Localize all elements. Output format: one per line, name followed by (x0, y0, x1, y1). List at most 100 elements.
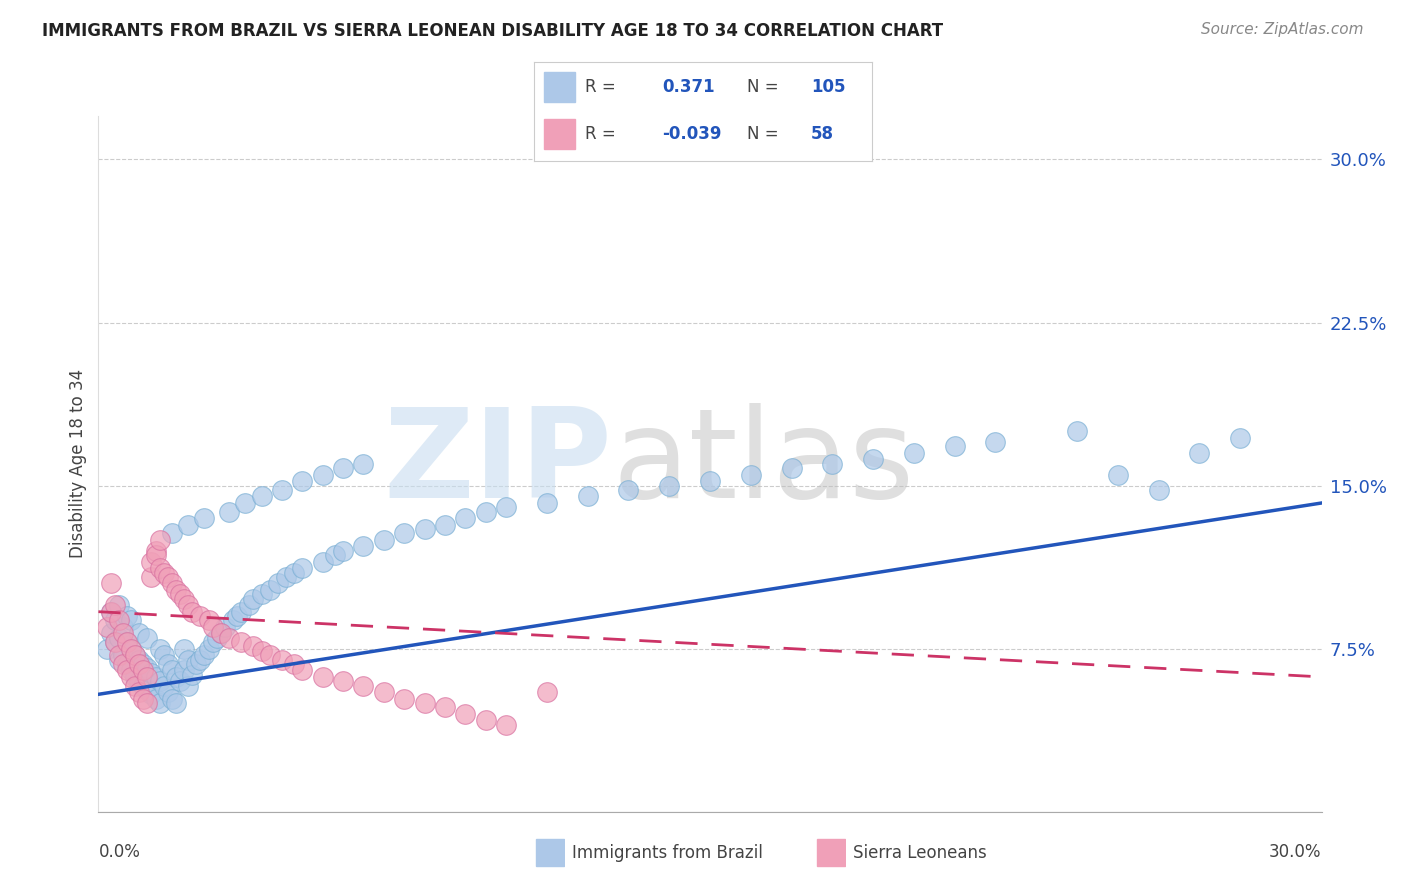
Point (352, 540, 374, 554)
Point (141, 570, 163, 584)
Point (291, 664, 314, 678)
Point (120, 641, 142, 656)
Point (943, 440, 966, 454)
Point (120, 614, 142, 628)
Point (149, 696, 172, 710)
Point (120, 670, 142, 684)
Point (132, 679, 155, 693)
Point (332, 544, 354, 558)
Point (169, 587, 191, 601)
Point (100, 605, 122, 619)
Point (104, 614, 127, 628)
Point (132, 691, 155, 706)
Point (862, 452, 884, 467)
Point (128, 674, 150, 689)
Point (699, 475, 721, 489)
Point (352, 457, 374, 471)
Point (115, 635, 138, 649)
Point (152, 679, 174, 693)
Point (141, 665, 163, 680)
Point (156, 685, 179, 699)
Point (238, 598, 260, 612)
Point (312, 555, 335, 569)
Point (454, 511, 477, 525)
Point (1147, 483, 1170, 497)
Point (152, 566, 174, 580)
Point (111, 620, 134, 634)
Point (124, 648, 146, 662)
Point (214, 620, 236, 634)
Point (124, 648, 146, 662)
Point (267, 576, 290, 591)
Point (536, 496, 558, 510)
Point (169, 674, 191, 689)
Point (186, 657, 208, 671)
Point (156, 570, 179, 584)
Text: R =: R = (585, 125, 616, 143)
Point (209, 626, 232, 640)
Text: 30.0%: 30.0% (1270, 843, 1322, 861)
Point (218, 505, 240, 519)
Point (332, 461, 354, 475)
Point (193, 648, 215, 662)
Point (1188, 446, 1211, 460)
Point (136, 683, 159, 698)
Text: -0.039: -0.039 (662, 125, 723, 143)
Point (156, 657, 179, 671)
Point (780, 461, 803, 475)
Point (181, 667, 204, 681)
Point (115, 609, 138, 624)
Point (145, 670, 167, 684)
Point (100, 576, 122, 591)
Point (495, 717, 517, 731)
Point (141, 687, 163, 701)
Point (250, 644, 273, 658)
Bar (536, 839, 564, 866)
Point (132, 657, 155, 671)
Point (104, 635, 127, 649)
Point (160, 691, 183, 706)
Point (250, 490, 273, 504)
Point (226, 609, 249, 624)
Point (115, 635, 138, 649)
Point (173, 591, 195, 606)
Point (108, 614, 131, 628)
Point (205, 631, 228, 645)
Point (821, 457, 844, 471)
Point (177, 517, 200, 532)
Text: 105: 105 (811, 78, 845, 96)
Text: N =: N = (747, 78, 779, 96)
Point (740, 467, 762, 482)
Point (145, 691, 167, 706)
Point (193, 511, 215, 525)
Point (474, 505, 498, 519)
Point (128, 657, 150, 671)
Point (108, 648, 131, 662)
Point (352, 679, 374, 693)
Bar (544, 120, 575, 149)
Point (111, 657, 134, 671)
Point (201, 620, 224, 634)
Point (111, 648, 134, 662)
Point (160, 576, 183, 591)
Point (136, 696, 159, 710)
Point (160, 526, 183, 541)
Point (617, 483, 640, 497)
Text: R =: R = (585, 78, 616, 96)
Point (145, 544, 167, 558)
Point (454, 706, 477, 721)
Point (903, 446, 925, 460)
Point (132, 664, 155, 678)
Text: Sierra Leoneans: Sierra Leoneans (853, 844, 987, 862)
Point (100, 605, 122, 619)
Point (332, 674, 354, 689)
Point (434, 517, 457, 532)
Point (108, 631, 131, 645)
Point (111, 626, 134, 640)
Point (149, 674, 172, 689)
Point (312, 467, 335, 482)
Point (218, 631, 240, 645)
Point (291, 561, 314, 575)
Point (108, 652, 131, 666)
Point (145, 548, 167, 562)
